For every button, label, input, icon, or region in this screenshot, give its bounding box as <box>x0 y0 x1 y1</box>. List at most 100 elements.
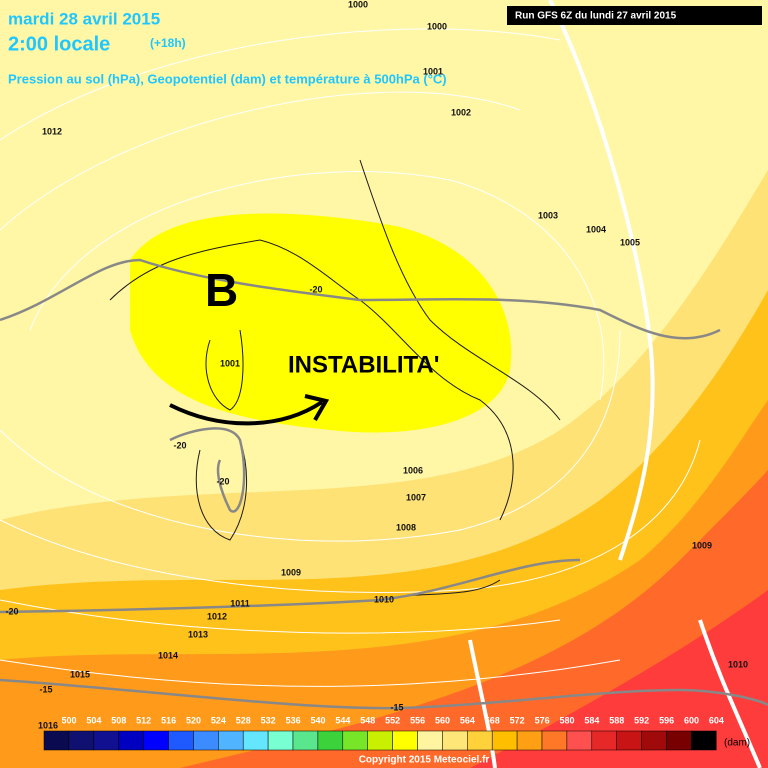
arrow-head <box>304 394 330 422</box>
legend-label: 520 <box>186 715 201 725</box>
temperature-lines <box>0 258 768 710</box>
isobar-label: 1001 <box>220 358 240 368</box>
legend-swatch <box>541 730 568 751</box>
legend-swatch <box>666 730 692 751</box>
temperature-label: -20 <box>216 476 229 486</box>
legend-label: 524 <box>211 715 226 725</box>
isobar-label: 1006 <box>403 465 423 475</box>
legend-swatch <box>267 730 294 751</box>
legend-swatch <box>467 730 493 751</box>
legend-label: 576 <box>535 715 550 725</box>
legend-label: 588 <box>609 715 624 725</box>
legend-label: 596 <box>659 715 674 725</box>
isobar-label: 1002 <box>451 107 471 117</box>
legend-label: 500 <box>61 715 76 725</box>
legend-label: 564 <box>460 715 475 725</box>
legend-label: 556 <box>410 715 425 725</box>
isobar-label: 1000 <box>427 21 447 31</box>
legend-label: 540 <box>310 715 325 725</box>
isobar-label: 1010 <box>728 659 748 669</box>
legend-swatch <box>342 730 368 751</box>
isobar-label: 1014 <box>158 650 178 660</box>
annotation: INSTABILITA' <box>288 351 439 378</box>
arrow <box>169 400 324 426</box>
legend-swatch <box>68 730 95 751</box>
legend-label: 528 <box>236 715 251 725</box>
isobar-label: 1005 <box>620 237 640 247</box>
legend-swatch <box>93 730 119 751</box>
legend-swatch <box>591 730 617 751</box>
legend-swatch <box>641 730 667 751</box>
isobar-label: 1001 <box>423 66 443 76</box>
legend-swatch <box>218 730 244 751</box>
instability-area <box>130 213 512 433</box>
legend-swatch <box>242 730 269 751</box>
legend-swatch <box>491 730 518 751</box>
lead: (+18h) <box>150 36 186 50</box>
legend-label: 504 <box>86 715 101 725</box>
legend-swatch <box>691 730 717 751</box>
legend-label: 584 <box>584 715 599 725</box>
legend-swatch <box>442 730 468 751</box>
legend: 500 504 508 512 516 520 524 528 532 536 540 544 548 5… <box>43 715 724 751</box>
isobar-label: 1009 <box>281 567 301 577</box>
legend-swatch <box>417 730 443 751</box>
isobar-label: 1013 <box>188 629 208 639</box>
legend-label: 532 <box>261 715 276 725</box>
isobar-label: 1015 <box>70 669 90 679</box>
legend-swatch <box>118 730 144 751</box>
legend-swatch <box>43 730 70 751</box>
legend-label: 536 <box>286 715 301 725</box>
temperature-label: -20 <box>5 606 18 616</box>
temperature-label: -15 <box>390 702 403 712</box>
temperature-label: -20 <box>309 284 322 294</box>
legend-label: 604 <box>709 715 724 725</box>
legend-swatch <box>193 730 219 751</box>
legend-label: 600 <box>684 715 699 725</box>
legend-label: 512 <box>136 715 151 725</box>
isobar-label: 1012 <box>207 611 227 621</box>
legend-label: 580 <box>559 715 574 725</box>
legend-swatch <box>292 730 319 751</box>
legend-swatch <box>566 730 593 751</box>
legend-label: 548 <box>360 715 375 725</box>
temperature-labels: -20 -20 -20 -20 -15 -15 <box>5 284 403 712</box>
isobar-label: 1008 <box>396 522 416 532</box>
legend-unit: (dam) <box>724 738 750 749</box>
legend-label: 552 <box>385 715 400 725</box>
isobars <box>0 28 701 687</box>
date: mardi 28 avril 2015 <box>8 9 160 28</box>
run-box <box>507 6 762 25</box>
legend-label: 560 <box>435 715 450 725</box>
isobar-label: 1016 <box>38 720 58 730</box>
legend-swatch <box>392 730 418 751</box>
field-band <box>470 590 768 768</box>
isobar-label: 1004 <box>586 224 606 234</box>
legend-label: 572 <box>510 715 525 725</box>
legend-label: 592 <box>634 715 649 725</box>
isobar-label: 1011 <box>230 598 250 608</box>
legend-swatch <box>516 730 543 751</box>
isobar-label: 1009 <box>692 540 712 550</box>
subtitle: Pression au sol (hPa), Geopotentiel (dam… <box>8 71 447 86</box>
temperature-label: -20 <box>173 440 186 450</box>
legend-label: 544 <box>335 715 350 725</box>
legend-label: 568 <box>485 715 500 725</box>
time: 2:00 locale <box>8 33 110 55</box>
legend-swatch <box>616 730 642 751</box>
legend-label: 508 <box>111 715 126 725</box>
legend-swatch <box>168 730 194 751</box>
run-info: Run GFS 6Z du lundi 27 avril 2015 <box>515 11 677 22</box>
temperature-label: -15 <box>39 684 52 694</box>
low-marker: B <box>205 264 238 316</box>
isobar-label: 1003 <box>538 210 558 220</box>
legend-swatch <box>143 730 169 751</box>
isobar-label: 1007 <box>406 492 426 502</box>
isobar-label: 1000 <box>348 0 368 9</box>
isobar-labels: 1000 1000 1001 1002 1012 1003 1004 1005 1001 1006… <box>38 0 748 730</box>
copyright: Copyright 2015 Meteociel.fr <box>359 755 490 766</box>
legend-swatch <box>317 730 344 751</box>
legend-label: 516 <box>161 715 176 725</box>
isobar-label: 1012 <box>42 126 62 136</box>
